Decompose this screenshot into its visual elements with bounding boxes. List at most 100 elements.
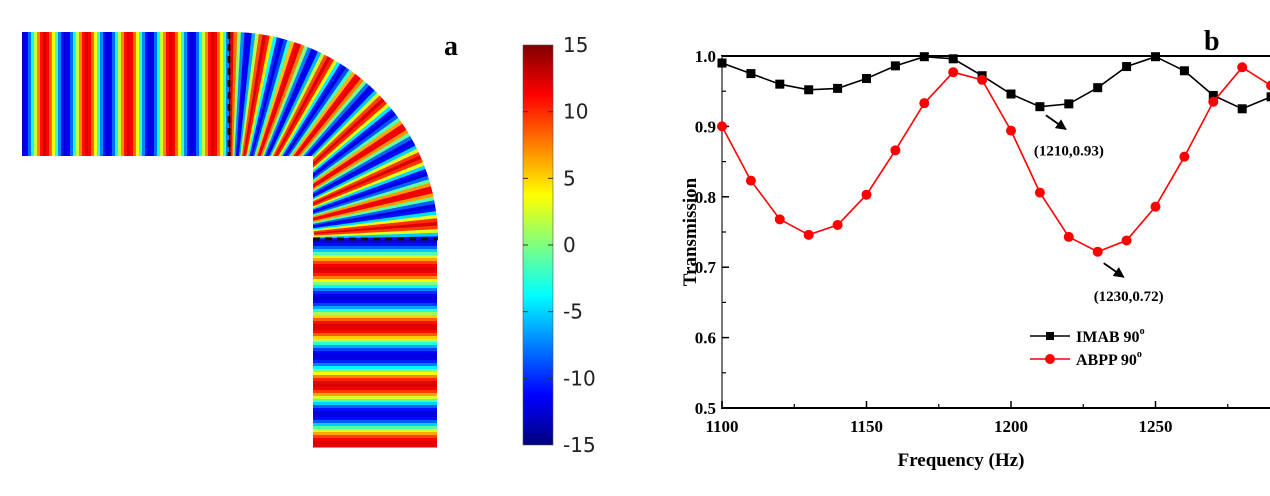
- field-strip: [25, 32, 29, 156]
- legend-label: ABPP 90o: [1076, 349, 1142, 369]
- data-point-square: [1238, 104, 1247, 113]
- field-strip: [193, 32, 197, 156]
- field-strip: [313, 306, 437, 310]
- field-strip: [91, 32, 95, 156]
- legend-item: ABPP 90o: [1030, 349, 1142, 369]
- field-strip: [22, 32, 26, 156]
- field-strip: [313, 273, 437, 277]
- field-strip: [67, 32, 71, 156]
- data-point-square: [804, 85, 813, 94]
- series-group: [717, 52, 1270, 257]
- field-strip: [313, 324, 437, 328]
- field-strip: [121, 32, 125, 156]
- data-point-circle: [1064, 232, 1074, 242]
- field-strip: [313, 390, 437, 394]
- field-strip: [82, 32, 86, 156]
- data-point-square: [718, 59, 727, 68]
- field-strip: [133, 32, 137, 156]
- field-strip: [313, 300, 437, 304]
- field-strip: [313, 294, 437, 298]
- field-strip: [70, 32, 74, 156]
- field-strip: [313, 303, 437, 307]
- field-strip: [181, 32, 185, 156]
- field-strip: [214, 32, 218, 156]
- field-strip: [112, 32, 116, 156]
- field-strip: [313, 279, 437, 283]
- field-strip: [55, 32, 59, 156]
- degree-superscript: o: [1137, 349, 1142, 360]
- field-strip: [313, 318, 437, 322]
- field-strip: [175, 32, 179, 156]
- legend-label: IMAB 90o: [1076, 326, 1145, 346]
- data-point-square: [1180, 66, 1189, 75]
- y-axis-label: Transmission: [680, 177, 701, 286]
- series-line: [722, 57, 1270, 109]
- field-strip: [313, 309, 437, 313]
- field-strip: [154, 32, 158, 156]
- field-strip: [313, 429, 437, 433]
- field-strip: [313, 333, 437, 337]
- field-strip: [313, 363, 437, 367]
- x-tick-label: 1200: [994, 417, 1028, 436]
- field-strip: [88, 32, 92, 156]
- data-point-circle: [1179, 152, 1189, 162]
- annotation-arrow: [1046, 115, 1066, 129]
- chart-svg: b 11001150120012501300 0.50.60.70.80.91.…: [640, 0, 1270, 491]
- field-strip: [313, 444, 437, 448]
- field-strip: [148, 32, 152, 156]
- data-point-square: [1007, 90, 1016, 99]
- legend-label-text: ABPP 90: [1076, 352, 1137, 369]
- data-point-circle: [833, 220, 843, 230]
- data-point-circle: [1035, 188, 1045, 198]
- field-strip: [202, 32, 206, 156]
- field-strip: [313, 243, 437, 247]
- field-strip: [79, 32, 83, 156]
- field-strip: [37, 32, 41, 156]
- field-strip: [118, 32, 122, 156]
- legend-marker-circle: [1045, 354, 1055, 364]
- field-strip: [109, 32, 113, 156]
- field-strip: [313, 330, 437, 334]
- field-strip: [43, 32, 47, 156]
- field-strip: [136, 32, 140, 156]
- panel-a-label: a: [444, 31, 458, 62]
- data-point-square: [920, 52, 929, 61]
- field-strip: [103, 32, 107, 156]
- field-strip: [313, 375, 437, 379]
- series-imab: [718, 52, 1270, 113]
- panel-b-transmission-chart: b 11001150120012501300 0.50.60.70.80.91.…: [640, 0, 1270, 491]
- degree-superscript: o: [1140, 326, 1145, 337]
- annotation-label: (1210,0.93): [1034, 143, 1104, 159]
- field-strip: [208, 32, 212, 156]
- field-strip: [313, 360, 437, 364]
- field-strip: [313, 315, 437, 319]
- data-point-circle: [1151, 202, 1161, 212]
- field-strip: [313, 426, 437, 430]
- data-point-square: [1151, 52, 1160, 61]
- field-strip: [313, 405, 437, 409]
- field-strip: [139, 32, 143, 156]
- field-strip: [190, 32, 194, 156]
- field-strip: [313, 249, 437, 253]
- field-strip: [313, 264, 437, 268]
- data-point-circle: [862, 190, 872, 200]
- field-strip: [313, 408, 437, 412]
- legend-item: IMAB 90o: [1030, 326, 1145, 346]
- x-axis-label: Frequency (Hz): [898, 450, 1025, 471]
- field-strip: [313, 354, 437, 358]
- data-point-square: [1035, 102, 1044, 111]
- field-strip: [313, 285, 437, 289]
- field-strip: [313, 423, 437, 427]
- field-strip: [313, 372, 437, 376]
- data-point-square: [1093, 83, 1102, 92]
- field-strip: [58, 32, 62, 156]
- field-strip: [313, 261, 437, 265]
- field-strip: [313, 327, 437, 331]
- colorbar-tick-label: -10: [563, 366, 596, 390]
- field-strip: [46, 32, 50, 156]
- series-abpp: [717, 62, 1270, 256]
- field-strip: [130, 32, 134, 156]
- field-strip: [124, 32, 128, 156]
